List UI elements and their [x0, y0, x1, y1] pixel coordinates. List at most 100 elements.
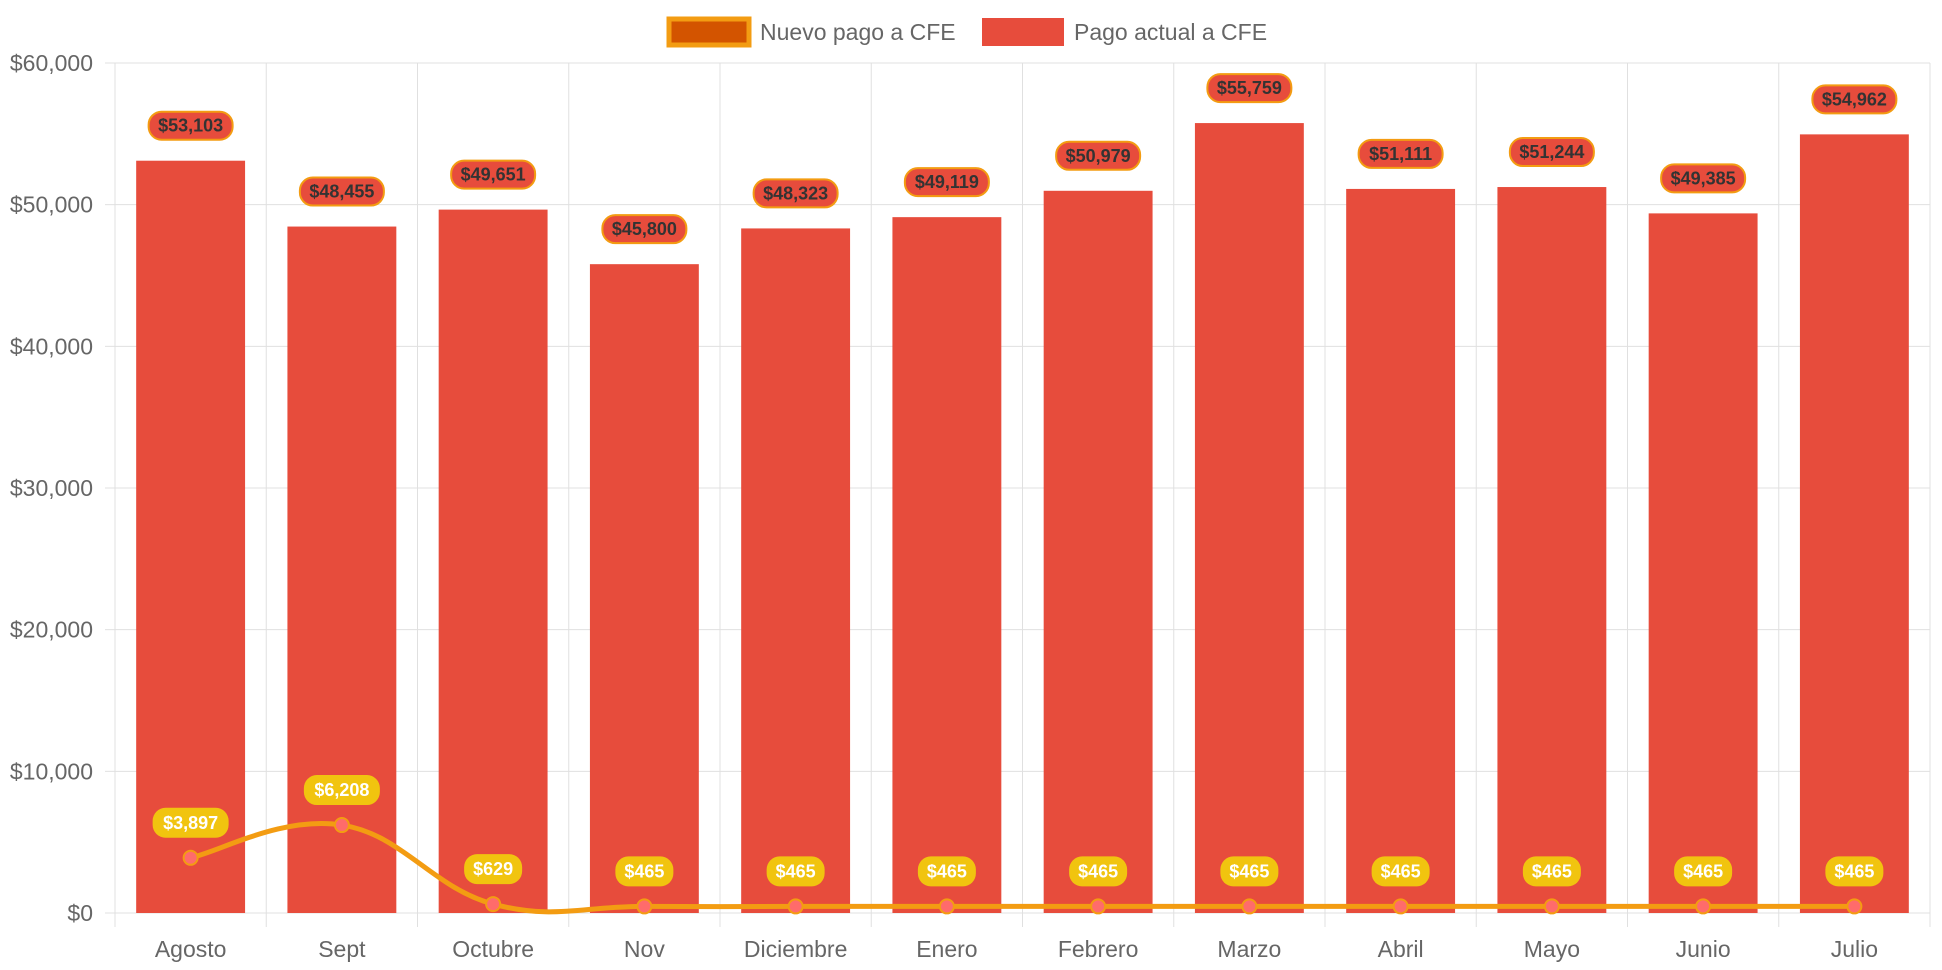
grid: [114, 62, 1931, 927]
bar-value-label-bg: [1055, 140, 1142, 171]
bar-value-label-bg: [1357, 138, 1444, 169]
bar-value-label: $48,323: [752, 178, 839, 209]
line-value-label-bg: [303, 775, 380, 806]
line-path: [190, 821, 1855, 915]
line-value-label-text: $465: [1532, 861, 1572, 881]
bar-value-label-text: $55,759: [1217, 78, 1282, 98]
bar-value-label: $49,651: [450, 159, 537, 190]
legend-item-nuevo-pago[interactable]: Nuevo pago a CFE: [666, 16, 956, 48]
bar-value-label-text: $51,244: [1519, 142, 1584, 162]
line-point[interactable]: [182, 849, 199, 866]
legend-label: Pago actual a CFE: [1074, 19, 1267, 45]
bar-value-label: $53,103: [147, 110, 234, 141]
x-tick-label: Nov: [624, 936, 665, 962]
line-value-label: $465: [1522, 856, 1581, 887]
line-point[interactable]: [485, 896, 502, 913]
line-value-label-text: $629: [473, 859, 513, 879]
line-value-label: $465: [1674, 856, 1733, 887]
y-tick-label: $30,000: [10, 475, 93, 501]
y-tick-label: $10,000: [10, 758, 93, 784]
bar[interactable]: [287, 226, 397, 913]
legend[interactable]: Nuevo pago a CFE Pago actual a CFE: [666, 16, 1267, 48]
bar-value-label-bg: [903, 167, 990, 198]
line-point[interactable]: [636, 898, 653, 915]
bar-value-label-text: $49,119: [915, 172, 979, 192]
line-value-label-bg: [1522, 856, 1581, 887]
bar[interactable]: [1346, 188, 1456, 914]
bar-value-label-bg: [1206, 73, 1293, 104]
line-value-label: $3,897: [152, 807, 229, 838]
bar-value-label-text: $51,111: [1369, 144, 1432, 164]
line-value-label-bg: [1069, 856, 1128, 887]
bar[interactable]: [136, 160, 246, 913]
bar-value-label-bg: [1811, 84, 1898, 115]
y-tick-label: $60,000: [10, 50, 93, 76]
bar-value-label-text: $49,651: [461, 165, 526, 185]
line-point[interactable]: [1392, 898, 1409, 915]
bar[interactable]: [589, 264, 699, 914]
bar-value-label-bg: [1508, 137, 1595, 168]
line-value-label: $465: [615, 856, 674, 887]
bar-value-label: $55,759: [1206, 73, 1293, 104]
bar-value-label: $50,979: [1055, 140, 1142, 171]
line-value-label: $629: [464, 854, 523, 885]
line-value-label-text: $465: [1834, 861, 1874, 881]
line-point[interactable]: [1543, 898, 1560, 915]
bar[interactable]: [1043, 190, 1153, 914]
line-value-label-text: $465: [624, 861, 664, 881]
bar-value-label-text: $48,323: [763, 183, 828, 203]
y-tick-label: $20,000: [10, 617, 93, 643]
line-value-label-text: $465: [1683, 861, 1723, 881]
bar-value-label-bg: [298, 176, 385, 207]
line-point[interactable]: [1846, 898, 1863, 915]
x-tick-label: Diciembre: [744, 936, 848, 962]
line-value-label-text: $3,897: [163, 813, 218, 833]
line-value-label: $465: [917, 856, 976, 887]
bar-value-label-bg: [752, 178, 839, 209]
legend-swatch: [666, 16, 752, 48]
bar[interactable]: [741, 228, 851, 913]
x-tick-label: Sept: [318, 936, 366, 962]
line-value-label-bg: [1371, 856, 1430, 887]
line-value-label-bg: [1825, 856, 1884, 887]
line-point[interactable]: [333, 817, 350, 834]
line-point[interactable]: [787, 898, 804, 915]
bar[interactable]: [1497, 187, 1607, 913]
legend-item-pago-actual[interactable]: Pago actual a CFE: [982, 18, 1267, 46]
bar[interactable]: [1799, 134, 1909, 913]
bar[interactable]: [1648, 213, 1758, 914]
bar-value-label: $54,962: [1811, 84, 1898, 115]
bar-value-label: $48,455: [298, 176, 385, 207]
line-point[interactable]: [1241, 898, 1258, 915]
bar-value-label-text: $54,962: [1822, 89, 1887, 109]
bar[interactable]: [438, 209, 548, 913]
bar[interactable]: [1194, 123, 1304, 914]
line-value-label-bg: [1220, 856, 1279, 887]
y-tick-label: $50,000: [10, 192, 93, 218]
bar-value-label-text: $50,979: [1066, 146, 1131, 166]
line-point[interactable]: [1695, 898, 1712, 915]
line-point[interactable]: [1090, 898, 1107, 915]
bars: [136, 123, 1909, 914]
x-tick-label: Febrero: [1058, 936, 1139, 962]
bar-value-label: $45,800: [601, 214, 688, 245]
bar-value-label: $49,385: [1660, 163, 1747, 194]
bar-value-label-text: $49,385: [1671, 168, 1736, 188]
bar-value-label: $51,244: [1508, 137, 1595, 168]
bar[interactable]: [892, 217, 1002, 913]
x-tick-label: Junio: [1676, 936, 1731, 962]
bar-value-label-text: $53,103: [158, 116, 223, 136]
line-value-label: $465: [1371, 856, 1430, 887]
bar-value-label-bg: [147, 110, 234, 141]
line-value-label-text: $465: [927, 861, 967, 881]
line-value-label-bg: [464, 854, 523, 885]
line-value-label: $6,208: [303, 775, 380, 806]
bar-value-label-bg: [450, 159, 537, 190]
bar-value-label-text: $48,455: [309, 182, 374, 202]
line-point[interactable]: [938, 898, 955, 915]
x-tick-label: Julio: [1831, 936, 1878, 962]
line-labels: $3,897 $6,208 $629 $465 $465 $465 $465 $465 $465…: [152, 775, 1884, 887]
line-value-label-text: $465: [776, 861, 816, 881]
line-value-label-text: $465: [1078, 861, 1118, 881]
x-tick-label: Abril: [1378, 936, 1424, 962]
